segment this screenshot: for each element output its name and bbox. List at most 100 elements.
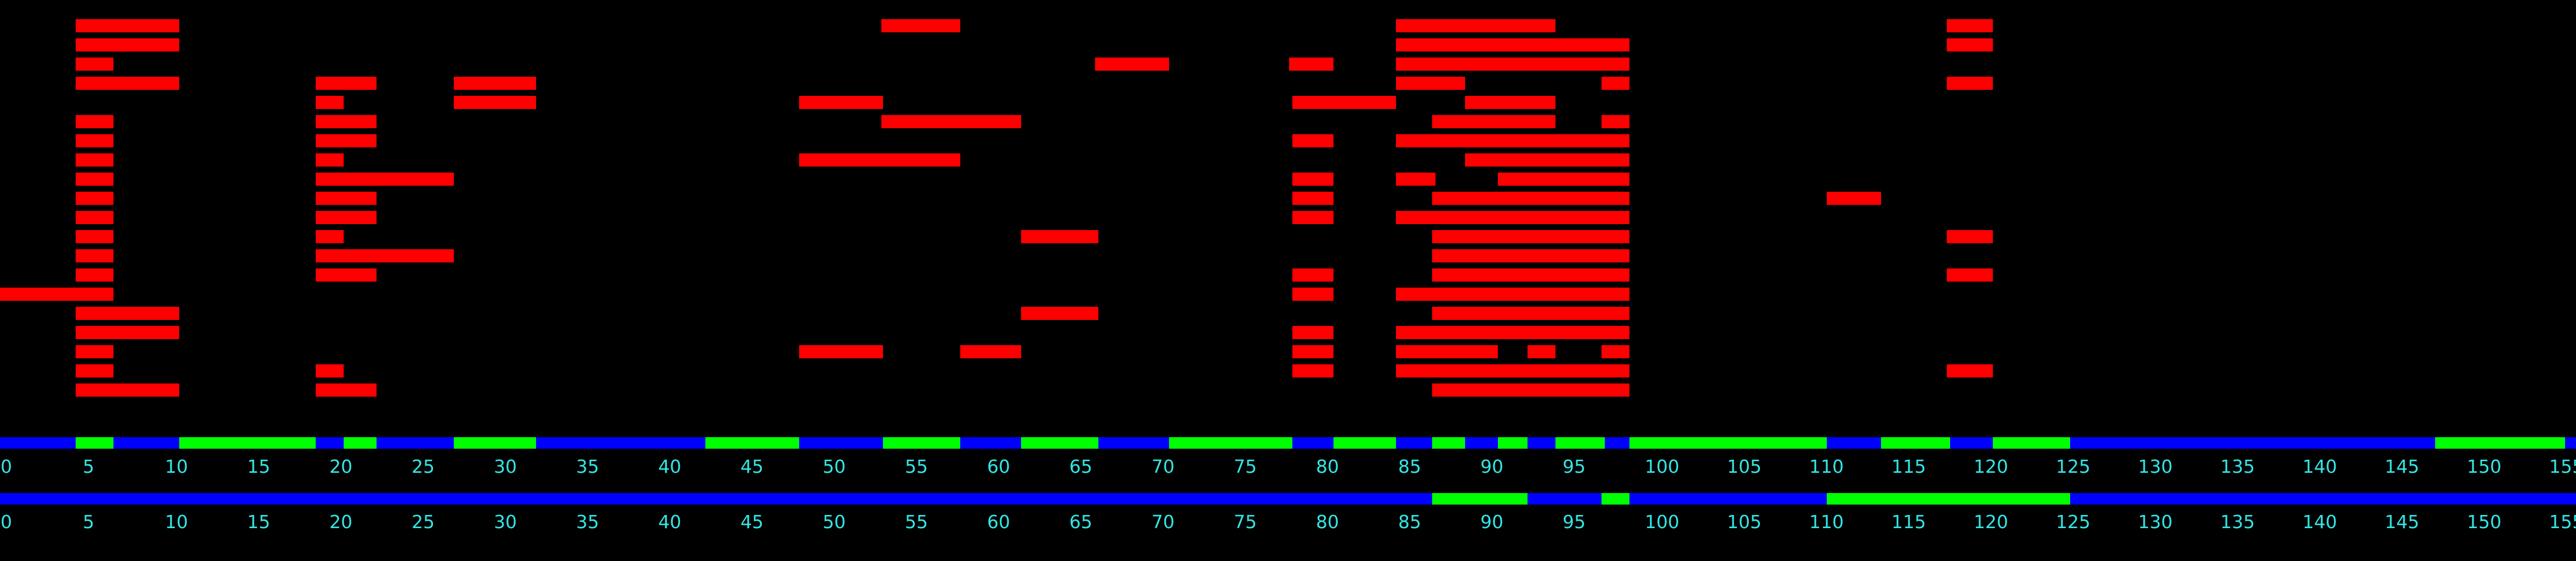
segment-bar-15 — [1602, 77, 1629, 90]
tick-label-0-9: 45 — [740, 456, 763, 477]
segment-bar-79 — [316, 364, 344, 377]
segment-bar-42 — [1292, 192, 1333, 205]
tick-label-1-18: 90 — [1480, 511, 1503, 533]
tick-label-0-18: 90 — [1480, 456, 1503, 477]
tick-label-0-1: 5 — [83, 456, 94, 477]
segment-bar-59 — [1292, 268, 1333, 282]
tick-label-1-15: 75 — [1234, 511, 1257, 533]
segment-bar-38 — [1396, 173, 1435, 186]
tick-label-1-30: 150 — [2467, 511, 2501, 533]
track-0-on-12 — [1629, 437, 1827, 449]
tick-label-0-19: 95 — [1563, 456, 1586, 477]
tick-label-0-0: 0 — [1, 456, 12, 477]
segment-bar-54 — [76, 249, 113, 262]
tick-label-1-21: 105 — [1727, 511, 1762, 533]
segment-bar-13 — [454, 77, 536, 90]
segment-bar-31 — [76, 153, 113, 167]
track-0-on-14 — [1993, 437, 2070, 449]
segment-bar-58 — [316, 268, 377, 282]
track-1-on-0 — [1432, 493, 1528, 505]
tick-label-1-3: 15 — [247, 511, 270, 533]
track-0-on-4 — [705, 437, 799, 449]
tick-label-0-16: 80 — [1316, 456, 1339, 477]
tick-labels: 0 5 10 15 20 25 30 35 40 45 50 55 60 65 70 75 80 85 90 95 10… — [1, 456, 2576, 533]
segment-bar-78 — [76, 364, 113, 377]
tick-label-0-26: 130 — [2138, 456, 2173, 477]
segment-bar-19 — [799, 96, 883, 109]
track-0-on-0 — [76, 437, 113, 449]
tick-label-0-31: 155 — [2549, 456, 2576, 477]
track-0-on-6 — [1021, 437, 1098, 449]
tick-label-0-10: 50 — [823, 456, 846, 477]
tick-label-1-16: 80 — [1316, 511, 1339, 533]
segment-bar-70 — [1396, 326, 1629, 339]
segment-bar-29 — [1292, 134, 1333, 147]
segment-bar-60 — [1432, 268, 1629, 282]
segment-bars — [0, 19, 1993, 397]
segment-bar-44 — [1827, 192, 1881, 205]
segment-bar-41 — [316, 192, 377, 205]
segment-bar-84 — [316, 383, 377, 397]
tick-label-1-19: 95 — [1563, 511, 1586, 533]
tick-label-1-29: 145 — [2385, 511, 2419, 533]
segment-bar-83 — [76, 383, 179, 397]
segment-bar-56 — [1432, 249, 1629, 262]
tick-label-0-22: 110 — [1809, 456, 1844, 477]
segment-bar-67 — [1432, 307, 1629, 320]
tick-label-1-22: 110 — [1809, 511, 1844, 533]
segment-bar-26 — [1602, 115, 1629, 128]
segment-bar-40 — [76, 192, 113, 205]
segment-bar-1 — [881, 19, 960, 32]
segment-bar-81 — [1396, 364, 1629, 377]
segment-bar-72 — [799, 345, 883, 358]
segment-bar-52 — [1432, 230, 1629, 243]
segment-bar-69 — [1292, 326, 1333, 339]
tick-label-0-2: 10 — [165, 456, 188, 477]
tick-label-0-4: 20 — [329, 456, 352, 477]
tick-label-0-20: 100 — [1645, 456, 1679, 477]
segment-bar-45 — [76, 211, 113, 224]
segment-bar-62 — [0, 288, 113, 301]
segment-bar-17 — [316, 96, 344, 109]
tick-label-1-17: 85 — [1398, 511, 1421, 533]
tick-label-1-23: 115 — [1891, 511, 1926, 533]
tick-label-0-5: 25 — [412, 456, 435, 477]
tick-label-1-0: 0 — [1, 511, 12, 533]
tick-label-1-20: 100 — [1645, 511, 1679, 533]
segment-bar-33 — [799, 153, 960, 167]
segment-bar-66 — [1021, 307, 1098, 320]
segment-bar-28 — [316, 134, 377, 147]
segment-bar-25 — [1432, 115, 1555, 128]
segment-bar-77 — [1602, 345, 1629, 358]
segment-bar-8 — [1095, 58, 1169, 71]
tick-label-1-4: 20 — [329, 511, 352, 533]
segment-bar-14 — [1396, 77, 1465, 90]
tick-label-1-2: 10 — [165, 511, 188, 533]
segment-bar-3 — [1947, 19, 1993, 32]
tick-label-0-13: 65 — [1069, 456, 1092, 477]
segment-bar-36 — [316, 173, 454, 186]
segment-bar-35 — [76, 173, 113, 186]
tick-label-0-14: 70 — [1152, 456, 1175, 477]
segment-bar-30 — [1396, 134, 1629, 147]
segment-bar-9 — [1289, 58, 1333, 71]
segment-bar-76 — [1528, 345, 1555, 358]
tick-label-1-26: 130 — [2138, 511, 2173, 533]
segment-bar-49 — [76, 230, 113, 243]
track-0-on-9 — [1432, 437, 1465, 449]
segment-bar-5 — [1396, 38, 1629, 51]
segment-bar-34 — [1465, 153, 1629, 167]
tick-label-1-24: 120 — [1974, 511, 2008, 533]
tick-label-0-24: 120 — [1974, 456, 2008, 477]
tick-label-1-1: 5 — [83, 511, 94, 533]
tick-label-1-9: 45 — [740, 511, 763, 533]
tick-label-0-27: 135 — [2220, 456, 2255, 477]
segment-bar-46 — [316, 211, 377, 224]
tick-label-0-17: 85 — [1398, 456, 1421, 477]
tick-label-0-25: 125 — [2056, 456, 2090, 477]
tick-label-1-10: 50 — [823, 511, 846, 533]
track-0-on-2 — [344, 437, 377, 449]
segment-bar-24 — [881, 115, 1021, 128]
track-strips — [0, 437, 2576, 505]
